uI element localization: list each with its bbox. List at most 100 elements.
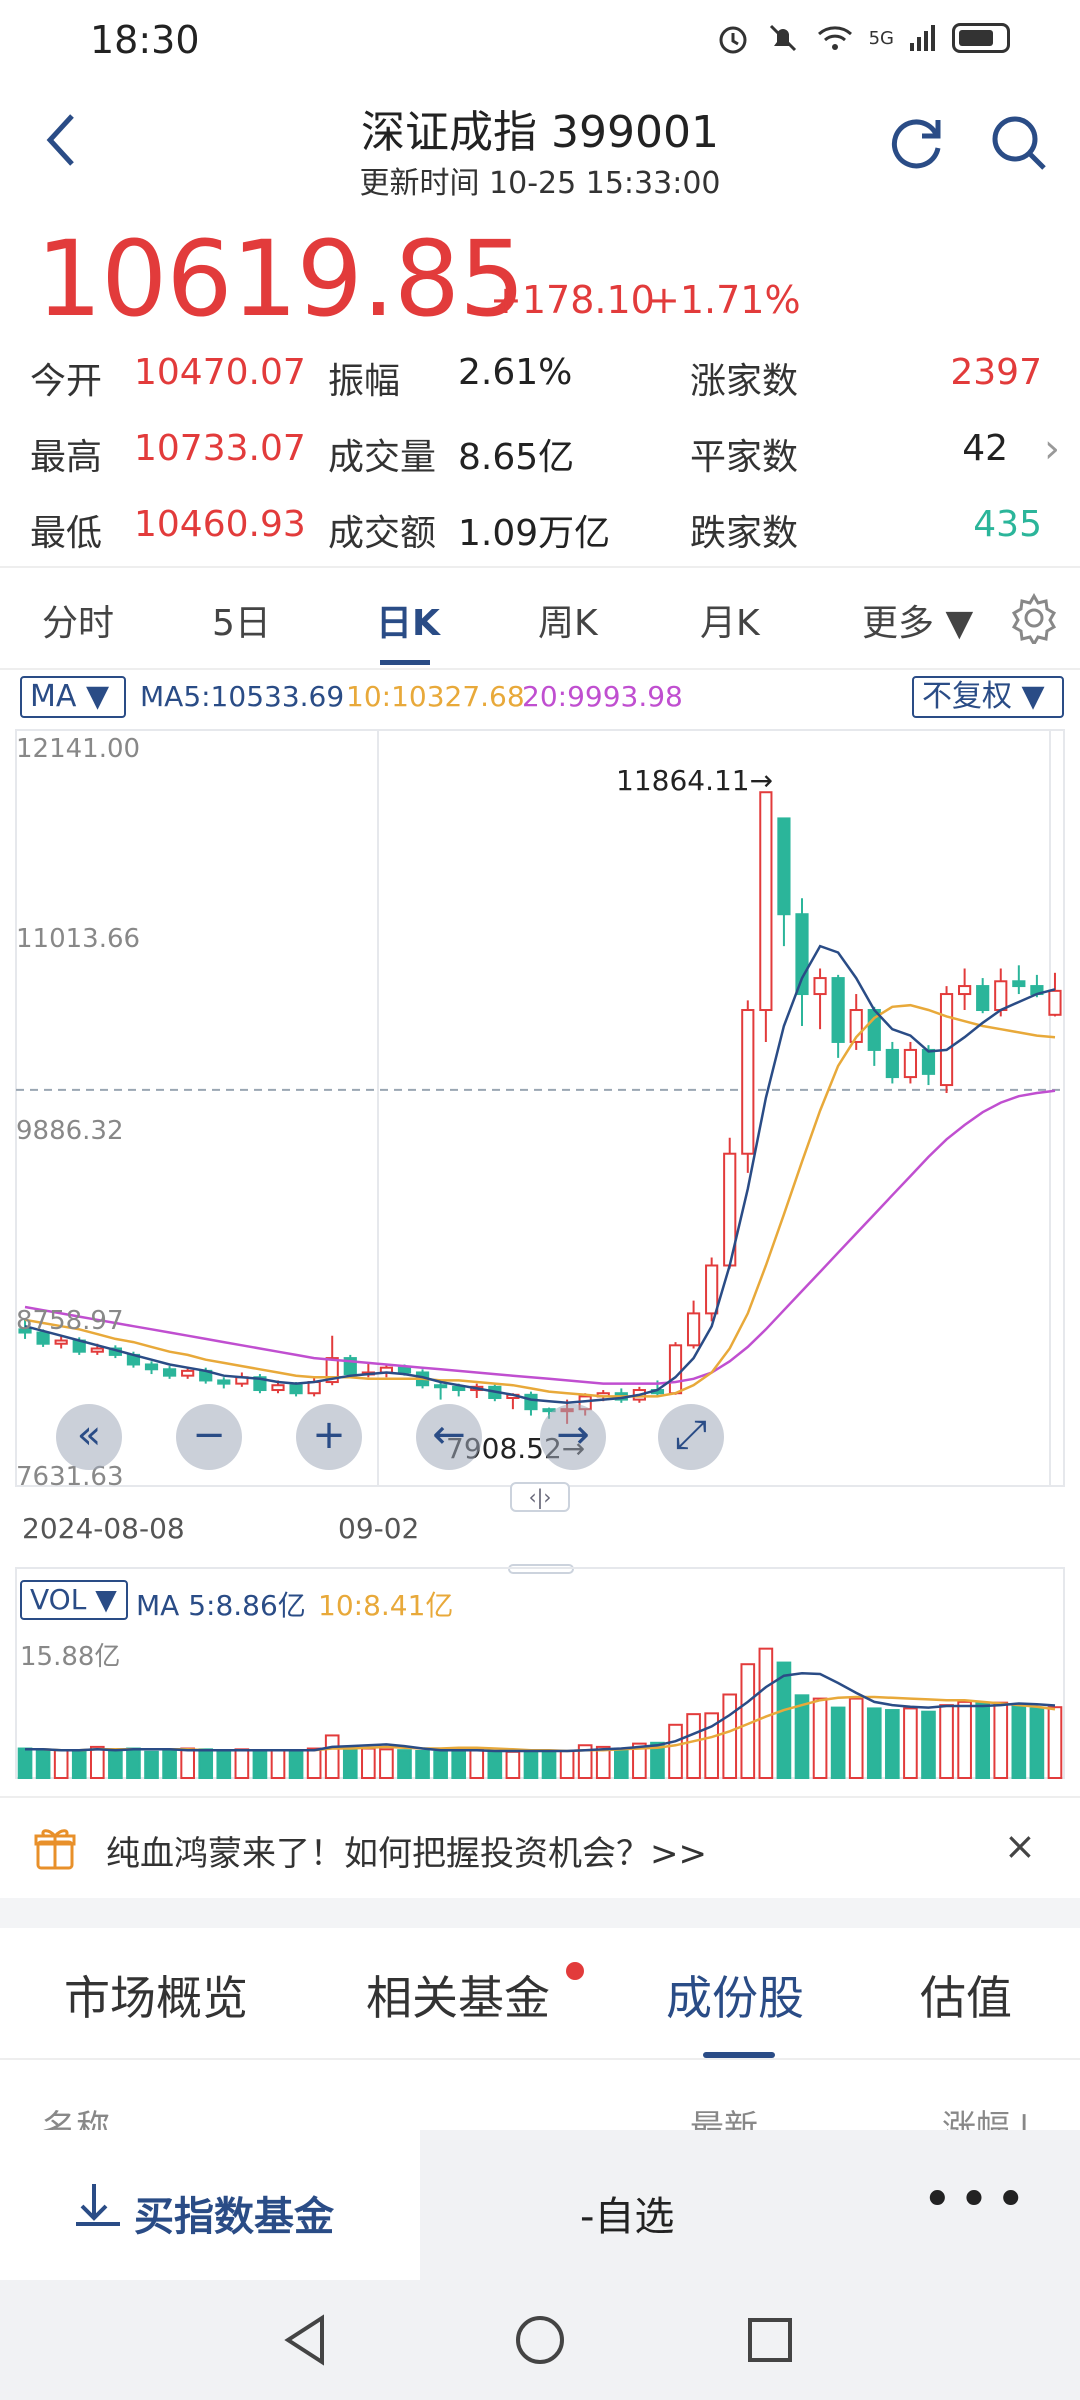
divider	[0, 668, 1080, 670]
candle-body	[849, 1009, 863, 1043]
refresh-icon	[891, 119, 941, 169]
drag-handle[interactable]: ‹|›	[510, 1482, 570, 1512]
buy-index-fund-label[interactable]: 买指数基金	[134, 2194, 334, 2240]
search-button[interactable]	[988, 112, 1050, 178]
volume-bar	[433, 1750, 448, 1780]
stats-row[interactable]: 最高 10733.07 成交量 8.65亿 平家数 42 ›	[30, 416, 1060, 492]
stat-value: 10460.93	[134, 504, 306, 545]
vol-ma5-line	[25, 1671, 1056, 1753]
volume-bar	[144, 1750, 159, 1780]
volume-bar	[180, 1747, 195, 1779]
volume-bar	[650, 1741, 665, 1780]
volume-bar	[361, 1747, 376, 1779]
tab-daily-k[interactable]: 日K	[376, 603, 440, 644]
buy-index-fund-button[interactable]	[0, 2130, 420, 2280]
chevron-right-icon[interactable]: ›	[1044, 426, 1060, 472]
stat-value: 10470.07	[134, 352, 306, 393]
candle-body	[777, 817, 791, 916]
volume-bar	[993, 1701, 1009, 1779]
stat-value: 2.61%	[458, 352, 573, 393]
volume-bar	[17, 1747, 33, 1779]
stats-row: 今开 10470.07 振幅 2.61% 涨家数 2397	[30, 340, 1060, 416]
volume-bar	[252, 1750, 268, 1780]
volume-bar	[397, 1749, 412, 1779]
candle-body	[903, 1048, 918, 1079]
candle-body	[1012, 980, 1026, 988]
candle-body	[289, 1384, 303, 1395]
tab-more[interactable]: 更多 ▼	[862, 603, 974, 644]
tab-market-overview[interactable]: 市场概览	[64, 1971, 248, 2025]
watchlist-label[interactable]: -自选	[580, 2194, 675, 2240]
tab-related-funds[interactable]: 相关基金	[366, 1971, 550, 2025]
download-arrow-icon	[76, 2184, 120, 2226]
volume-chart[interactable]	[0, 1560, 1080, 1790]
tab-valuation[interactable]: 估值	[920, 1971, 1012, 2025]
ma-indicator-select[interactable]: MA ▼	[20, 676, 126, 718]
search-icon	[992, 116, 1046, 170]
candle-body	[524, 1393, 538, 1411]
high-annotation: 11864.11→	[616, 764, 774, 797]
tab-weekly-k[interactable]: 周K	[538, 603, 598, 644]
vol-ma5-value: MA 5:8.86亿	[136, 1589, 306, 1622]
candle-body	[885, 1048, 899, 1079]
nav-home-icon[interactable]	[512, 2312, 568, 2368]
tab-constituents[interactable]: 成份股	[666, 1971, 804, 2025]
close-icon[interactable]: ×	[1004, 1824, 1036, 1868]
candlestick-chart[interactable]	[0, 720, 1080, 1520]
volume-bar	[379, 1748, 394, 1780]
period-tabs: 分时 5日 日K 周K 月K 更多 ▼	[0, 576, 1080, 666]
x-tick-label: 2024-08-08	[22, 1512, 185, 1545]
volume-bar	[1029, 1707, 1045, 1779]
section-gap	[0, 1898, 1080, 1928]
ma10-line	[24, 1003, 1056, 1398]
back-button[interactable]	[40, 110, 84, 181]
candle-body	[994, 980, 1008, 1012]
candle-body	[705, 1264, 719, 1315]
fullscreen-button[interactable]: ⤢	[658, 1404, 724, 1470]
refresh-button[interactable]	[886, 112, 946, 176]
active-tab-indicator	[380, 660, 430, 665]
candle-body	[253, 1376, 267, 1392]
candle-body	[271, 1384, 285, 1392]
stat-label: 今开	[30, 361, 103, 402]
tab-intraday[interactable]: 分时	[42, 603, 115, 644]
promo-banner-text[interactable]: 纯血鸿蒙来了！如何把握投资机会？>>	[106, 1834, 707, 1874]
scroll-right-button[interactable]: →	[540, 1404, 606, 1470]
volume-bar	[830, 1706, 846, 1780]
stat-label: 振幅	[328, 361, 401, 402]
update-value: 10-25 15:33:00	[489, 166, 721, 201]
stat-value: 10733.07	[134, 428, 306, 469]
scroll-left-button[interactable]: ←	[416, 1404, 482, 1470]
tab-monthly-k[interactable]: 月K	[700, 603, 760, 644]
volume-bar	[595, 1745, 611, 1780]
adjust-select[interactable]: 不复权 ▼	[912, 676, 1064, 718]
gift-icon	[34, 1829, 76, 1870]
volume-bar	[903, 1707, 918, 1779]
page-title: 深证成指 399001	[361, 107, 719, 158]
stat-label: 最高	[30, 437, 103, 478]
scroll-start-button[interactable]: «	[56, 1404, 122, 1470]
volume-bar	[523, 1749, 539, 1779]
volume-bar	[921, 1710, 936, 1779]
volume-bar	[794, 1694, 810, 1779]
nav-recents-icon[interactable]	[742, 2312, 798, 2368]
candle-body	[162, 1368, 177, 1377]
alarm-icon	[719, 26, 747, 54]
signal-icon	[910, 25, 935, 51]
zoom-out-button[interactable]: −	[176, 1404, 242, 1470]
candle-body	[90, 1347, 104, 1353]
y-tick-label: 12141.00	[16, 734, 141, 764]
index-change-pct: +1.71%	[648, 278, 801, 322]
volume-bar	[324, 1734, 340, 1779]
more-dots-icon[interactable]: •••	[922, 2170, 1033, 2230]
ma20-line	[24, 1089, 1056, 1385]
vol-indicator-select[interactable]: VOL ▼	[20, 1580, 128, 1620]
settings-gear-icon[interactable]	[1008, 592, 1060, 644]
more-button[interactable]	[840, 2130, 1080, 2280]
zoom-in-button[interactable]: +	[296, 1404, 362, 1470]
volume-bar	[198, 1748, 214, 1780]
watchlist-button[interactable]	[420, 2130, 840, 2280]
volume-bar	[975, 1702, 991, 1780]
tab-5day[interactable]: 5日	[212, 603, 271, 644]
nav-back-icon[interactable]	[278, 2312, 334, 2368]
